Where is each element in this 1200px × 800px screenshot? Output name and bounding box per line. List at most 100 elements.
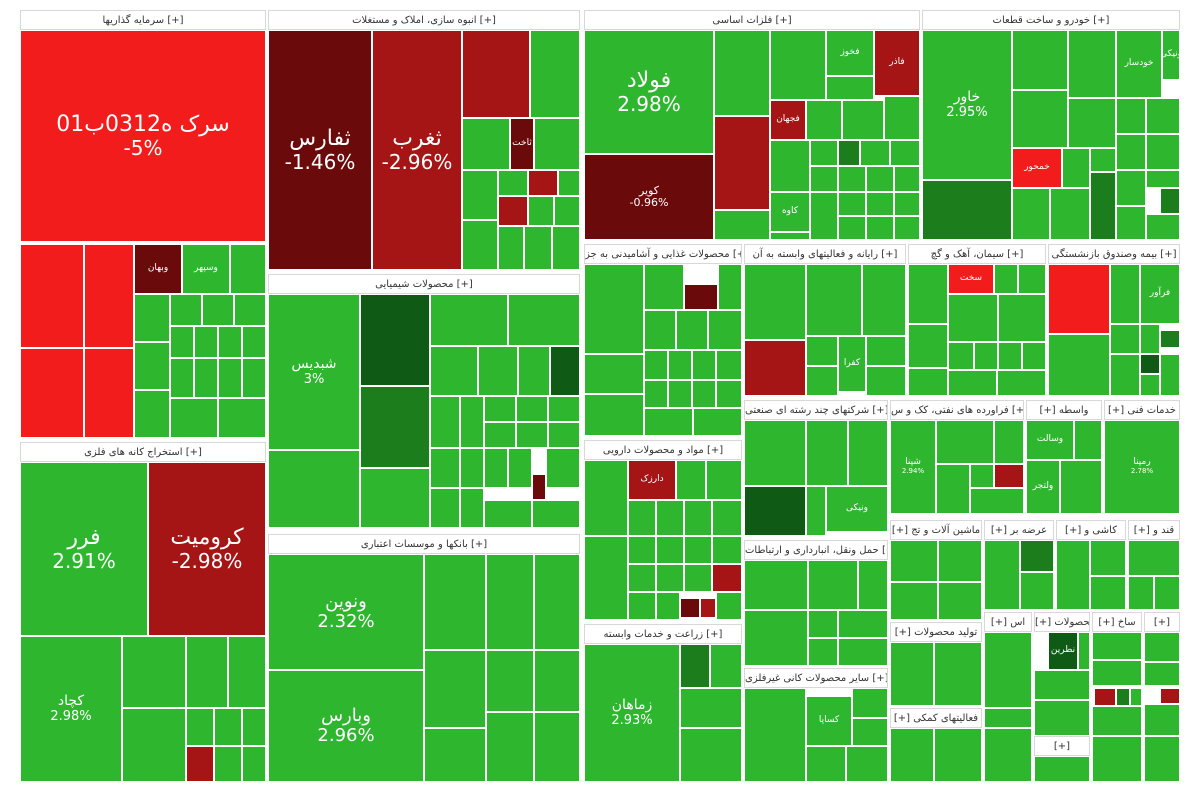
stock-cell[interactable]: ثغرب -2.96%: [372, 30, 462, 270]
treemap-cell[interactable]: [170, 398, 218, 438]
treemap-cell[interactable]: [1160, 688, 1180, 704]
sector-header-insurance[interactable]: بیمه وصندوق بازنشستگی [+]: [1048, 244, 1180, 264]
treemap-cell[interactable]: [1160, 354, 1180, 396]
treemap-cell[interactable]: [770, 232, 810, 240]
treemap-cell[interactable]: [360, 294, 430, 386]
treemap-cell[interactable]: [936, 464, 970, 514]
treemap-cell[interactable]: [806, 746, 846, 782]
treemap-cell[interactable]: [684, 500, 712, 536]
treemap-cell[interactable]: [806, 100, 842, 140]
treemap-cell[interactable]: [684, 536, 712, 564]
treemap-cell[interactable]: [462, 170, 498, 220]
treemap-cell[interactable]: [498, 196, 528, 226]
treemap-cell[interactable]: [894, 192, 920, 216]
treemap-cell[interactable]: [484, 448, 508, 488]
treemap-cell[interactable]: [558, 170, 580, 196]
treemap-cell[interactable]: [894, 166, 920, 192]
treemap-cell[interactable]: [242, 708, 266, 746]
treemap-cell[interactable]: [866, 166, 894, 192]
treemap-cell[interactable]: [234, 294, 266, 326]
treemap-cell[interactable]: [1012, 90, 1068, 148]
treemap-cell[interactable]: [486, 650, 534, 712]
treemap-cell[interactable]: [534, 712, 580, 782]
treemap-cell[interactable]: [1068, 98, 1116, 148]
treemap-cell[interactable]: [706, 460, 742, 500]
treemap-cell[interactable]: [974, 342, 998, 370]
treemap-cell[interactable]: [808, 560, 858, 610]
treemap-cell[interactable]: [838, 166, 866, 192]
treemap-cell[interactable]: [890, 582, 938, 620]
treemap-cell[interactable]: [214, 746, 242, 782]
treemap-cell[interactable]: [680, 728, 742, 782]
treemap-cell[interactable]: [744, 486, 806, 536]
treemap-cell[interactable]: [484, 500, 532, 528]
treemap-cell[interactable]: [936, 420, 994, 464]
stock-cell[interactable]: فخوز: [826, 30, 874, 76]
treemap-cell[interactable]: [644, 350, 668, 380]
treemap-cell[interactable]: [268, 450, 360, 528]
treemap-cell[interactable]: [970, 464, 994, 488]
treemap-cell[interactable]: [1048, 334, 1110, 396]
treemap-cell[interactable]: [1074, 420, 1102, 460]
stock-cell[interactable]: وبهان: [134, 244, 182, 294]
treemap-cell[interactable]: [628, 564, 656, 592]
treemap-cell[interactable]: [134, 390, 170, 438]
treemap-cell[interactable]: [194, 326, 218, 358]
treemap-cell[interactable]: [770, 140, 810, 192]
treemap-cell[interactable]: [806, 420, 848, 486]
treemap-cell[interactable]: [846, 746, 888, 782]
treemap-cell[interactable]: [714, 30, 770, 116]
sector-header-intermediary[interactable]: [+] واسطه: [1026, 400, 1102, 420]
treemap-cell[interactable]: [532, 474, 546, 500]
treemap-cell[interactable]: [584, 264, 644, 354]
treemap-cell[interactable]: [1018, 264, 1046, 294]
stock-cell[interactable]: کساپا: [806, 696, 852, 746]
treemap-cell[interactable]: [430, 488, 460, 528]
sector-header-as[interactable]: [+] اس: [984, 612, 1032, 632]
treemap-cell[interactable]: [524, 226, 552, 270]
treemap-cell[interactable]: [744, 560, 808, 610]
treemap-cell[interactable]: [532, 500, 580, 528]
stock-cell[interactable]: فرر 2.91%: [20, 462, 148, 636]
treemap-cell[interactable]: [712, 536, 742, 564]
treemap-cell[interactable]: [948, 370, 997, 396]
treemap-cell[interactable]: [242, 358, 266, 398]
treemap-cell[interactable]: [550, 346, 580, 396]
treemap-cell[interactable]: [810, 166, 838, 192]
treemap-cell[interactable]: [584, 394, 644, 436]
sector-header-multi-industry[interactable]: شرکتهای چند رشته ای صنعتی [+]: [744, 400, 888, 420]
treemap-cell[interactable]: [656, 500, 684, 536]
treemap-cell[interactable]: [1090, 148, 1116, 172]
treemap-cell[interactable]: [518, 346, 550, 396]
treemap-cell[interactable]: [852, 688, 888, 718]
treemap-cell[interactable]: [848, 420, 888, 486]
sector-header-basic-metals[interactable]: فلزات اساسی [+]: [584, 10, 920, 30]
treemap-cell[interactable]: [644, 310, 676, 350]
treemap-cell[interactable]: [1092, 660, 1142, 686]
treemap-cell[interactable]: [838, 140, 860, 166]
treemap-cell[interactable]: [1140, 374, 1160, 396]
treemap-cell[interactable]: [838, 610, 888, 638]
treemap-cell[interactable]: [1146, 170, 1180, 188]
treemap-cell[interactable]: [644, 264, 684, 310]
treemap-cell[interactable]: [970, 488, 1024, 514]
treemap-cell[interactable]: [708, 310, 742, 350]
treemap-cell[interactable]: [1020, 540, 1054, 572]
treemap-cell[interactable]: [1140, 324, 1160, 354]
treemap-cell[interactable]: [554, 196, 580, 226]
treemap-cell[interactable]: [810, 140, 838, 166]
treemap-cell[interactable]: [1116, 98, 1146, 134]
sector-header-pharma[interactable]: مواد و محصولات دارویی [+]: [584, 440, 742, 460]
treemap-cell[interactable]: [884, 96, 920, 140]
treemap-cell[interactable]: [218, 326, 242, 358]
sector-header-sugar[interactable]: [+] قند و: [1128, 520, 1180, 540]
sector-header-production[interactable]: [+] تولید محصولات: [890, 622, 982, 642]
stock-cell[interactable]: رمپنا 2.78%: [1104, 420, 1180, 514]
treemap-cell[interactable]: [486, 554, 534, 650]
treemap-cell[interactable]: [842, 100, 884, 140]
treemap-cell[interactable]: [994, 464, 1024, 488]
sector-header-chemicals[interactable]: محصولات شیمیایی [+]: [268, 274, 580, 294]
treemap-cell[interactable]: [866, 216, 894, 240]
treemap-cell[interactable]: [214, 708, 242, 746]
stock-cell[interactable]: خمحور: [1012, 148, 1062, 188]
